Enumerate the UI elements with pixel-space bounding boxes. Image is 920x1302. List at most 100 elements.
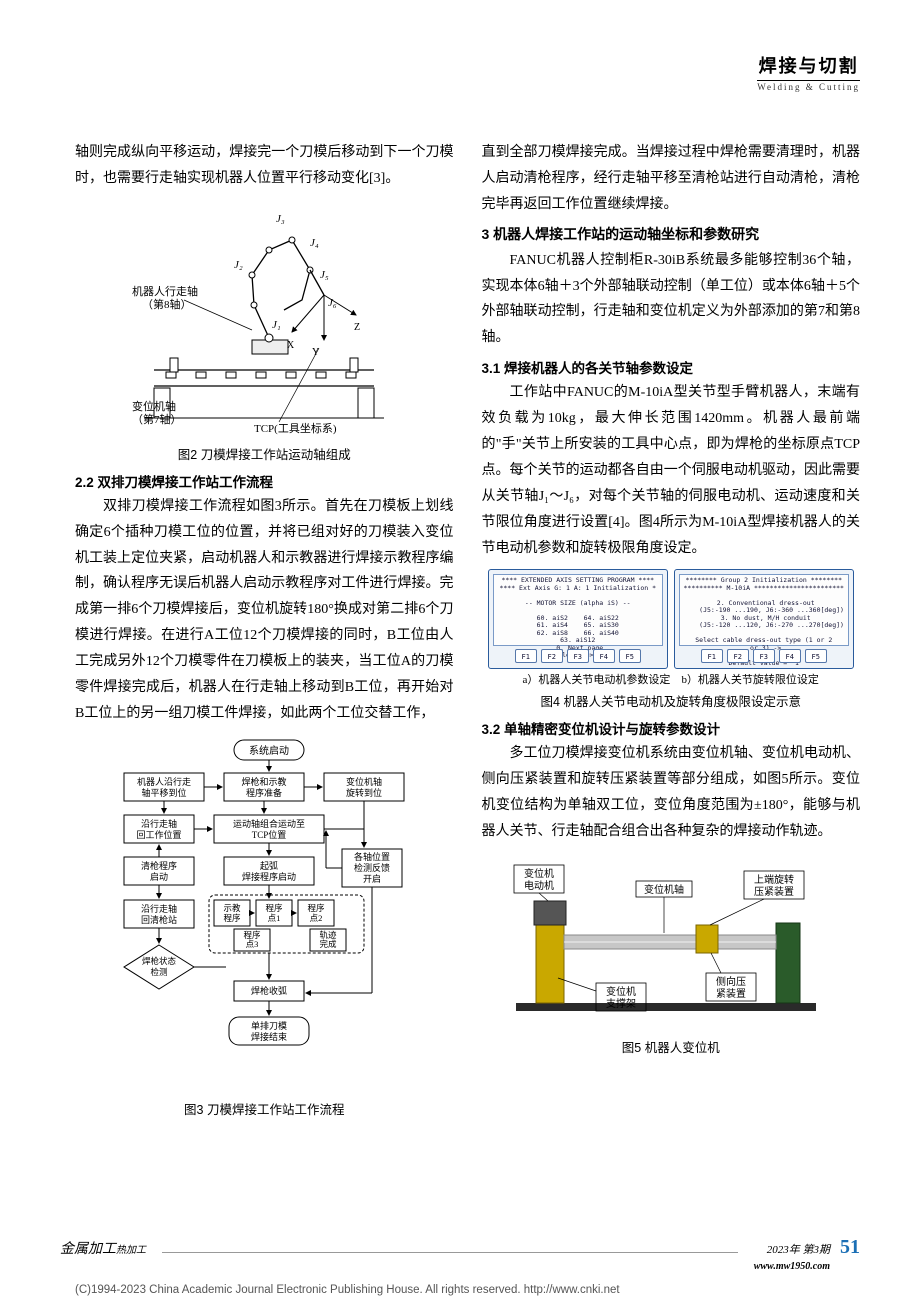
section-2-2: 2.2 双排刀模焊接工作站工作流程 [75,471,454,491]
svg-text:焊接程序启动: 焊接程序启动 [242,871,296,882]
fkey: F3 [567,649,589,663]
svg-text:程序: 程序 [224,913,242,923]
col2-para4: 多工位刀模焊接变位机系统由变位机轴、变位机电动机、侧向压紧装置和旋转压紧装置等部… [482,741,861,845]
fig3-svg: 系统启动 机器人沿行走 轴平移到位 焊枪和示教 程序准备 变位机轴 旋转到位 [94,735,434,1095]
svg-text:TCP(工具坐标系): TCP(工具坐标系) [254,421,337,435]
svg-text:程序准备: 程序准备 [246,787,282,798]
svg-text:X: X [287,340,295,351]
fkey: F3 [753,649,775,663]
svg-text:回工作位置: 回工作位置 [137,829,182,840]
footer-url: www.mw1950.com [754,1261,830,1272]
svg-text:J₁: J₁ [272,319,281,331]
footer-meta: 2023年 第3期 www.mw1950.com [754,1241,830,1274]
footer-brand-sub: 热加工 [116,1245,146,1256]
svg-text:紧装置: 紧装置 [716,987,746,1000]
svg-text:变位机轴: 变位机轴 [644,883,684,896]
svg-text:清枪程序: 清枪程序 [141,860,177,871]
footer-brand: 金属加工热加工 [60,1238,146,1258]
svg-text:完成: 完成 [320,939,338,949]
svg-text:变位机轴: 变位机轴 [346,776,382,787]
svg-text:示教: 示教 [224,903,242,913]
section-3-2: 3.2 单轴精密变位机设计与旋转参数设计 [482,718,861,738]
fig4-sub-a: a）机器人关节电动机参数设定 [523,674,671,686]
fkey: F4 [593,649,615,663]
fig2-svg: J₃ J₄ J₂ J₅ J₆ J₁ X Y Z 机器人行走轴 （第8轴） 变位机… [124,200,404,440]
fig3-caption: 图3 刀模焊接工作站工作流程 [75,1099,454,1118]
svg-text:点3: 点3 [246,939,259,949]
page-footer: 金属加工热加工 2023年 第3期 www.mw1950.com 51 [60,1236,860,1274]
col2-para2: FANUC机器人控制柜R-30iB系统最多能够控制36个轴，实现本体6轴＋3个外… [482,248,861,352]
fig4-a-text: **** EXTENDED AXIS SETTING PROGRAM **** … [493,574,663,646]
svg-text:Y: Y [312,347,319,358]
two-column-layout: 轴则完成纵向平移运动，焊接完一个刀模后移动到下一个刀模时，也需要行走轴实现机器人… [75,140,860,1126]
col1-para2: 双排刀模焊接工作流程如图3所示。首先在刀模板上划线确定6个插种刀模工位的位置，并… [75,494,454,727]
fig4-panel-b: ******** Group 2 Initialization ********… [674,569,854,669]
col1-para1: 轴则完成纵向平移运动，焊接完一个刀模后移动到下一个刀模时，也需要行走轴实现机器人… [75,140,454,192]
svg-text:旋转到位: 旋转到位 [346,787,382,798]
svg-text:TCP位置: TCP位置 [252,829,287,840]
svg-text:启动: 启动 [150,871,168,882]
svg-text:J₄: J₄ [310,237,319,249]
section-3: 3 机器人焊接工作站的运动轴坐标和参数研究 [482,224,861,244]
col2-para3: 工作站中FANUC的M-10iA型关节型手臂机器人，末端有效负载为10kg，最大… [482,380,861,561]
svg-text:变位机轴: 变位机轴 [132,399,176,413]
fkey: F4 [779,649,801,663]
fkey: F1 [701,649,723,663]
left-column: 轴则完成纵向平移运动，焊接完一个刀模后移动到下一个刀模时，也需要行走轴实现机器人… [75,140,454,1126]
footer-line: 金属加工热加工 2023年 第3期 www.mw1950.com 51 [60,1236,860,1274]
svg-text:检测反馈: 检测反馈 [354,862,390,873]
fkey: F2 [541,649,563,663]
svg-text:J₆: J₆ [328,297,337,309]
svg-text:变位机: 变位机 [606,985,636,998]
svg-text:上端旋转: 上端旋转 [754,873,794,886]
fig5-svg: 变位机 电动机 变位机轴 上端旋转 压紧装置 变位机 支撑架 侧向压 紧装置 [496,853,846,1033]
fig4-caption: 图4 机器人关节电动机及旋转角度极限设定示意 [482,691,861,710]
svg-text:回清枪站: 回清枪站 [141,914,177,925]
fig5-caption: 图5 机器人变位机 [482,1037,861,1056]
fig4-b-fkeys: F1 F2 F3 F4 F5 [679,649,849,663]
svg-text:Z: Z [354,322,360,333]
svg-text:J₂: J₂ [234,259,243,271]
journal-header: 焊接与切割 Welding & Cutting [757,52,860,92]
svg-text:焊枪收弧: 焊枪收弧 [251,985,287,996]
svg-text:沿行走轴: 沿行走轴 [141,818,177,829]
footer-brand-main: 金属加工 [60,1242,116,1257]
footer-rule [162,1252,738,1253]
svg-text:J₅: J₅ [320,269,329,281]
svg-text:侧向压: 侧向压 [716,975,746,988]
svg-text:运动轴组合运动至: 运动轴组合运动至 [233,818,305,829]
figure-3: 系统启动 机器人沿行走 轴平移到位 焊枪和示教 程序准备 变位机轴 旋转到位 [75,735,454,1118]
fig4-sublabels: a）机器人关节电动机参数设定 b）机器人关节旋转限位设定 [482,671,861,687]
right-column: 直到全部刀模焊接完成。当焊接过程中焊枪需要清理时，机器人启动清枪程序，经行走轴平… [482,140,861,1126]
svg-text:机器人沿行走: 机器人沿行走 [137,776,191,787]
fig2-caption: 图2 刀模焊接工作站运动轴组成 [75,444,454,463]
figure-2: J₃ J₄ J₂ J₅ J₆ J₁ X Y Z 机器人行走轴 （第8轴） 变位机… [75,200,454,463]
fig4-b-text: ******** Group 2 Initialization ********… [679,574,849,646]
col1-p1-text: 轴则完成纵向平移运动，焊接完一个刀模后移动到下一个刀模时，也需要行走轴实现机器人… [75,145,454,186]
fkey: F5 [619,649,641,663]
fkey: F2 [727,649,749,663]
svg-text:焊接结束: 焊接结束 [251,1031,287,1042]
svg-text:焊枪状态: 焊枪状态 [142,956,177,966]
svg-text:开启: 开启 [363,873,381,884]
fkey: F5 [805,649,827,663]
col2-para1: 直到全部刀模焊接完成。当焊接过程中焊枪需要清理时，机器人启动清枪程序，经行走轴平… [482,140,861,218]
page-number: 51 [840,1236,860,1259]
footer-issue: 2023年 第3期 [767,1244,830,1256]
svg-text:焊枪和示教: 焊枪和示教 [242,776,287,787]
fig4-panel-a: **** EXTENDED AXIS SETTING PROGRAM **** … [488,569,668,669]
svg-text:系统启动: 系统启动 [249,744,289,757]
svg-text:电动机: 电动机 [524,879,554,892]
svg-text:单排刀模: 单排刀模 [251,1020,287,1031]
svg-text:程序: 程序 [266,903,284,913]
svg-text:沿行走轴: 沿行走轴 [141,903,177,914]
section-3-1: 3.1 焊接机器人的各关节轴参数设定 [482,357,861,377]
svg-text:J₃: J₃ [276,213,285,225]
svg-text:轴平移到位: 轴平移到位 [142,787,187,798]
journal-subtitle: Welding & Cutting [757,80,860,92]
svg-text:点1: 点1 [268,913,281,923]
copyright-notice: (C)1994-2023 China Academic Journal Elec… [75,1284,620,1296]
fig4-sub-b: b）机器人关节旋转限位设定 [681,674,819,686]
svg-text:机器人行走轴: 机器人行走轴 [132,284,198,298]
fig4-a-fkeys: F1 F2 F3 F4 F5 [493,649,663,663]
